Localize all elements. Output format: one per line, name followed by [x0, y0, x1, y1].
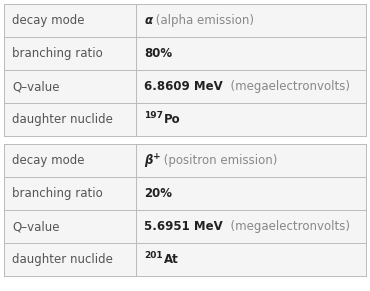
Text: 80%: 80% [144, 47, 172, 60]
Text: decay mode: decay mode [12, 14, 84, 27]
Text: +: + [152, 152, 160, 161]
Text: 20%: 20% [144, 187, 172, 200]
Text: 5.6951 MeV: 5.6951 MeV [144, 220, 223, 233]
Bar [4, 144, 366, 177]
Bar [4, 103, 366, 136]
Text: 6.8609 MeV: 6.8609 MeV [144, 80, 223, 93]
Text: daughter nuclide: daughter nuclide [12, 253, 113, 266]
Text: (megaelectronvolts): (megaelectronvolts) [223, 80, 350, 93]
Text: α: α [144, 14, 152, 27]
Text: (megaelectronvolts): (megaelectronvolts) [223, 220, 350, 233]
Bar [4, 243, 366, 276]
Text: Q–value: Q–value [12, 220, 60, 233]
Text: daughter nuclide: daughter nuclide [12, 113, 113, 126]
Bar [4, 70, 366, 103]
Text: branching ratio: branching ratio [12, 187, 103, 200]
Bar [4, 37, 366, 70]
Bar [4, 4, 366, 37]
Text: 197: 197 [144, 111, 163, 120]
Text: 201: 201 [144, 251, 163, 260]
Text: (alpha emission): (alpha emission) [152, 14, 254, 27]
Text: At: At [164, 253, 178, 266]
Text: β: β [144, 154, 152, 167]
Bar [4, 210, 366, 243]
Text: (positron emission): (positron emission) [160, 154, 278, 167]
Text: Q–value: Q–value [12, 80, 60, 93]
Text: decay mode: decay mode [12, 154, 84, 167]
Text: Po: Po [164, 113, 181, 126]
Text: branching ratio: branching ratio [12, 47, 103, 60]
Bar [4, 177, 366, 210]
